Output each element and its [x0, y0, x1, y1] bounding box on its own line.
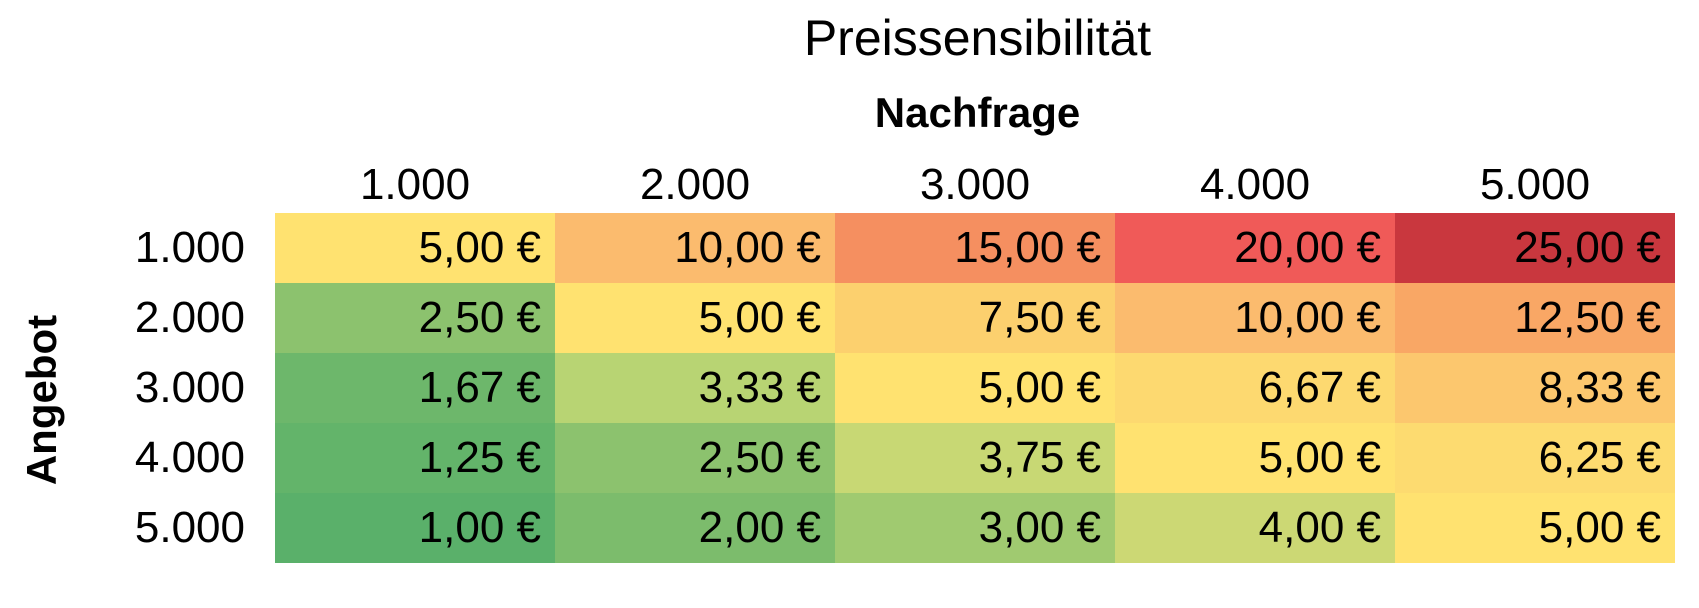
column-header: 4.000 — [1199, 160, 1311, 209]
heatmap-cell: 4,00 € — [1115, 493, 1395, 563]
heatmap-cell: 12,50 € — [1395, 283, 1675, 353]
heatmap-cell: 5,00 € — [555, 283, 835, 353]
heatmap-cell: 5,00 € — [835, 353, 1115, 423]
chart-title: Preissensibilität — [803, 10, 1152, 66]
y-axis-label-container: Angebot — [12, 300, 72, 500]
heatmap-cell: 10,00 € — [555, 213, 835, 283]
y-axis-label: Angebot — [18, 314, 65, 486]
row-header: 5.000 — [134, 503, 245, 552]
heatmap-cell: 1,00 € — [275, 493, 555, 563]
heatmap-cell: 2,50 € — [555, 423, 835, 493]
heatmap-cell: 6,25 € — [1395, 423, 1675, 493]
heatmap-cell: 7,50 € — [835, 283, 1115, 353]
row-header: 3.000 — [134, 363, 245, 412]
column-header: 5.000 — [1479, 160, 1591, 209]
column-header: 3.000 — [919, 160, 1031, 209]
heatmap-cell: 10,00 € — [1115, 283, 1395, 353]
heatmap-cell: 3,00 € — [835, 493, 1115, 563]
heatmap-cell: 3,33 € — [555, 353, 835, 423]
heatmap-cell: 5,00 € — [1115, 423, 1395, 493]
heatmap-cell: 3,75 € — [835, 423, 1115, 493]
heatmap-cell: 20,00 € — [1115, 213, 1395, 283]
row-header: 4.000 — [134, 433, 245, 482]
row-header: 1.000 — [134, 223, 245, 272]
row-header: 2.000 — [134, 293, 245, 342]
x-axis-label: Nachfrage — [874, 89, 1081, 136]
heatmap-cell: 6,67 € — [1115, 353, 1395, 423]
column-header: 1.000 — [359, 160, 471, 209]
heatmap-cell: 5,00 € — [275, 213, 555, 283]
heatmap-cell: 5,00 € — [1395, 493, 1675, 563]
heatmap-cell: 8,33 € — [1395, 353, 1675, 423]
heatmap-cell: 15,00 € — [835, 213, 1115, 283]
heatmap-cell: 25,00 € — [1395, 213, 1675, 283]
heatmap-cell: 2,50 € — [275, 283, 555, 353]
column-header: 2.000 — [639, 160, 751, 209]
heatmap-cell: 2,00 € — [555, 493, 835, 563]
heatmap-cell: 1,67 € — [275, 353, 555, 423]
heatmap-cell: 1,25 € — [275, 423, 555, 493]
